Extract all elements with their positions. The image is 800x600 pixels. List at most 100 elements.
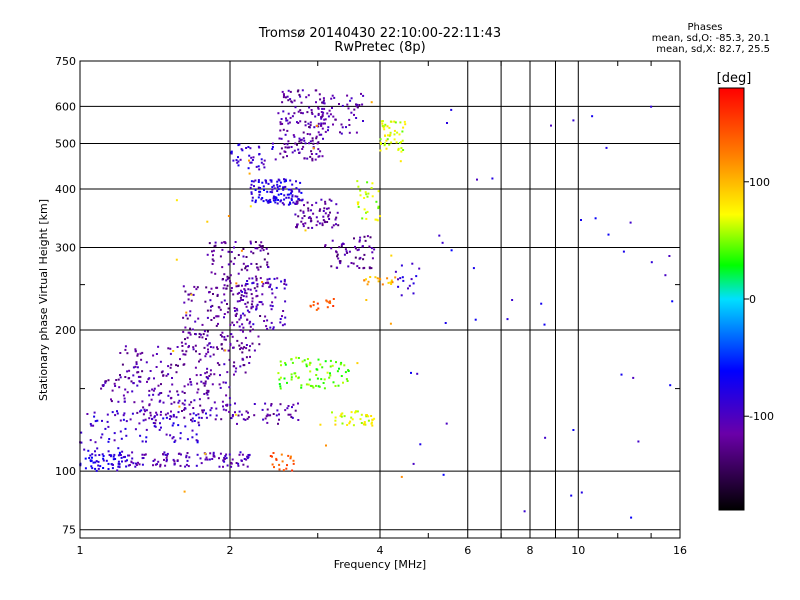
data-point	[324, 118, 327, 121]
data-point	[110, 454, 113, 457]
data-point	[332, 115, 335, 118]
data-point	[387, 134, 389, 137]
data-point	[292, 403, 295, 406]
data-point	[297, 110, 300, 113]
data-point	[371, 421, 373, 424]
data-point	[306, 157, 309, 160]
data-point	[244, 267, 247, 270]
data-point	[318, 155, 321, 158]
data-point	[269, 201, 272, 203]
data-point	[296, 90, 299, 93]
data-point	[245, 305, 248, 308]
data-point	[398, 142, 401, 144]
data-point	[224, 349, 227, 352]
data-point	[402, 279, 405, 282]
data-point	[371, 195, 374, 198]
data-point	[282, 156, 285, 159]
data-point	[283, 194, 286, 197]
data-point	[254, 199, 257, 202]
data-point	[335, 223, 337, 226]
data-point	[162, 417, 165, 420]
data-point	[262, 282, 265, 285]
data-point	[298, 151, 301, 154]
data-point	[191, 420, 194, 423]
data-point	[234, 309, 236, 312]
data-point	[201, 409, 204, 412]
data-point	[301, 198, 304, 201]
data-point	[331, 94, 334, 97]
data-point	[267, 201, 270, 204]
data-point	[245, 295, 248, 298]
data-point	[198, 332, 201, 335]
data-point	[291, 416, 294, 419]
data-point	[282, 203, 285, 206]
data-point	[358, 267, 361, 269]
data-point	[256, 294, 259, 297]
data-point	[323, 118, 326, 121]
phase-stats: Phases mean, sd,O: -85.3, 20.1 mean, sd,…	[600, 22, 770, 55]
data-point	[257, 181, 260, 183]
data-point	[322, 210, 325, 212]
data-point	[215, 414, 218, 417]
data-point	[176, 346, 179, 348]
data-point	[283, 150, 286, 153]
data-point	[194, 366, 197, 369]
data-point	[184, 399, 187, 402]
data-point	[339, 363, 342, 366]
data-point	[285, 119, 288, 122]
data-point	[177, 411, 180, 414]
data-point	[169, 347, 172, 350]
data-point	[188, 456, 191, 459]
data-point	[388, 126, 391, 129]
data-point	[219, 334, 222, 336]
data-point	[239, 316, 242, 319]
data-point	[122, 394, 125, 397]
data-point	[89, 423, 92, 425]
stats-x-line: mean, sd,X: 82.7, 25.5	[656, 44, 770, 55]
data-point	[107, 462, 110, 465]
data-point	[302, 145, 305, 148]
data-point	[317, 385, 320, 388]
data-point	[108, 438, 111, 440]
data-point	[210, 407, 213, 410]
data-point	[317, 358, 320, 361]
data-point	[287, 99, 290, 102]
data-point	[223, 336, 226, 338]
data-point	[274, 158, 277, 161]
data-point	[234, 241, 237, 243]
data-point	[237, 156, 239, 159]
data-point	[212, 293, 214, 295]
data-point	[308, 378, 311, 381]
data-point	[336, 211, 339, 214]
data-point	[233, 361, 236, 364]
data-point	[97, 464, 100, 467]
data-point	[340, 245, 343, 248]
data-point	[208, 342, 211, 345]
data-point	[262, 185, 265, 188]
data-point	[197, 388, 200, 391]
x-tick-label: 1	[77, 544, 84, 557]
data-point	[179, 432, 182, 435]
data-point	[357, 203, 359, 206]
data-point	[267, 266, 269, 268]
data-point	[113, 453, 116, 456]
data-point	[245, 265, 247, 268]
data-point	[244, 291, 246, 294]
data-point	[137, 375, 140, 378]
data-point	[400, 147, 403, 150]
data-point	[252, 328, 254, 331]
data-point	[209, 299, 212, 302]
data-point	[242, 418, 245, 421]
data-point	[334, 118, 337, 121]
data-point	[142, 406, 145, 409]
data-point	[237, 254, 240, 256]
data-point	[250, 183, 253, 186]
data-point	[356, 106, 359, 109]
data-point	[266, 327, 269, 330]
data-point	[334, 416, 337, 419]
data-point	[390, 279, 393, 282]
data-point	[302, 223, 305, 226]
data-point	[191, 328, 194, 331]
data-point	[506, 318, 509, 321]
data-point	[289, 188, 292, 191]
